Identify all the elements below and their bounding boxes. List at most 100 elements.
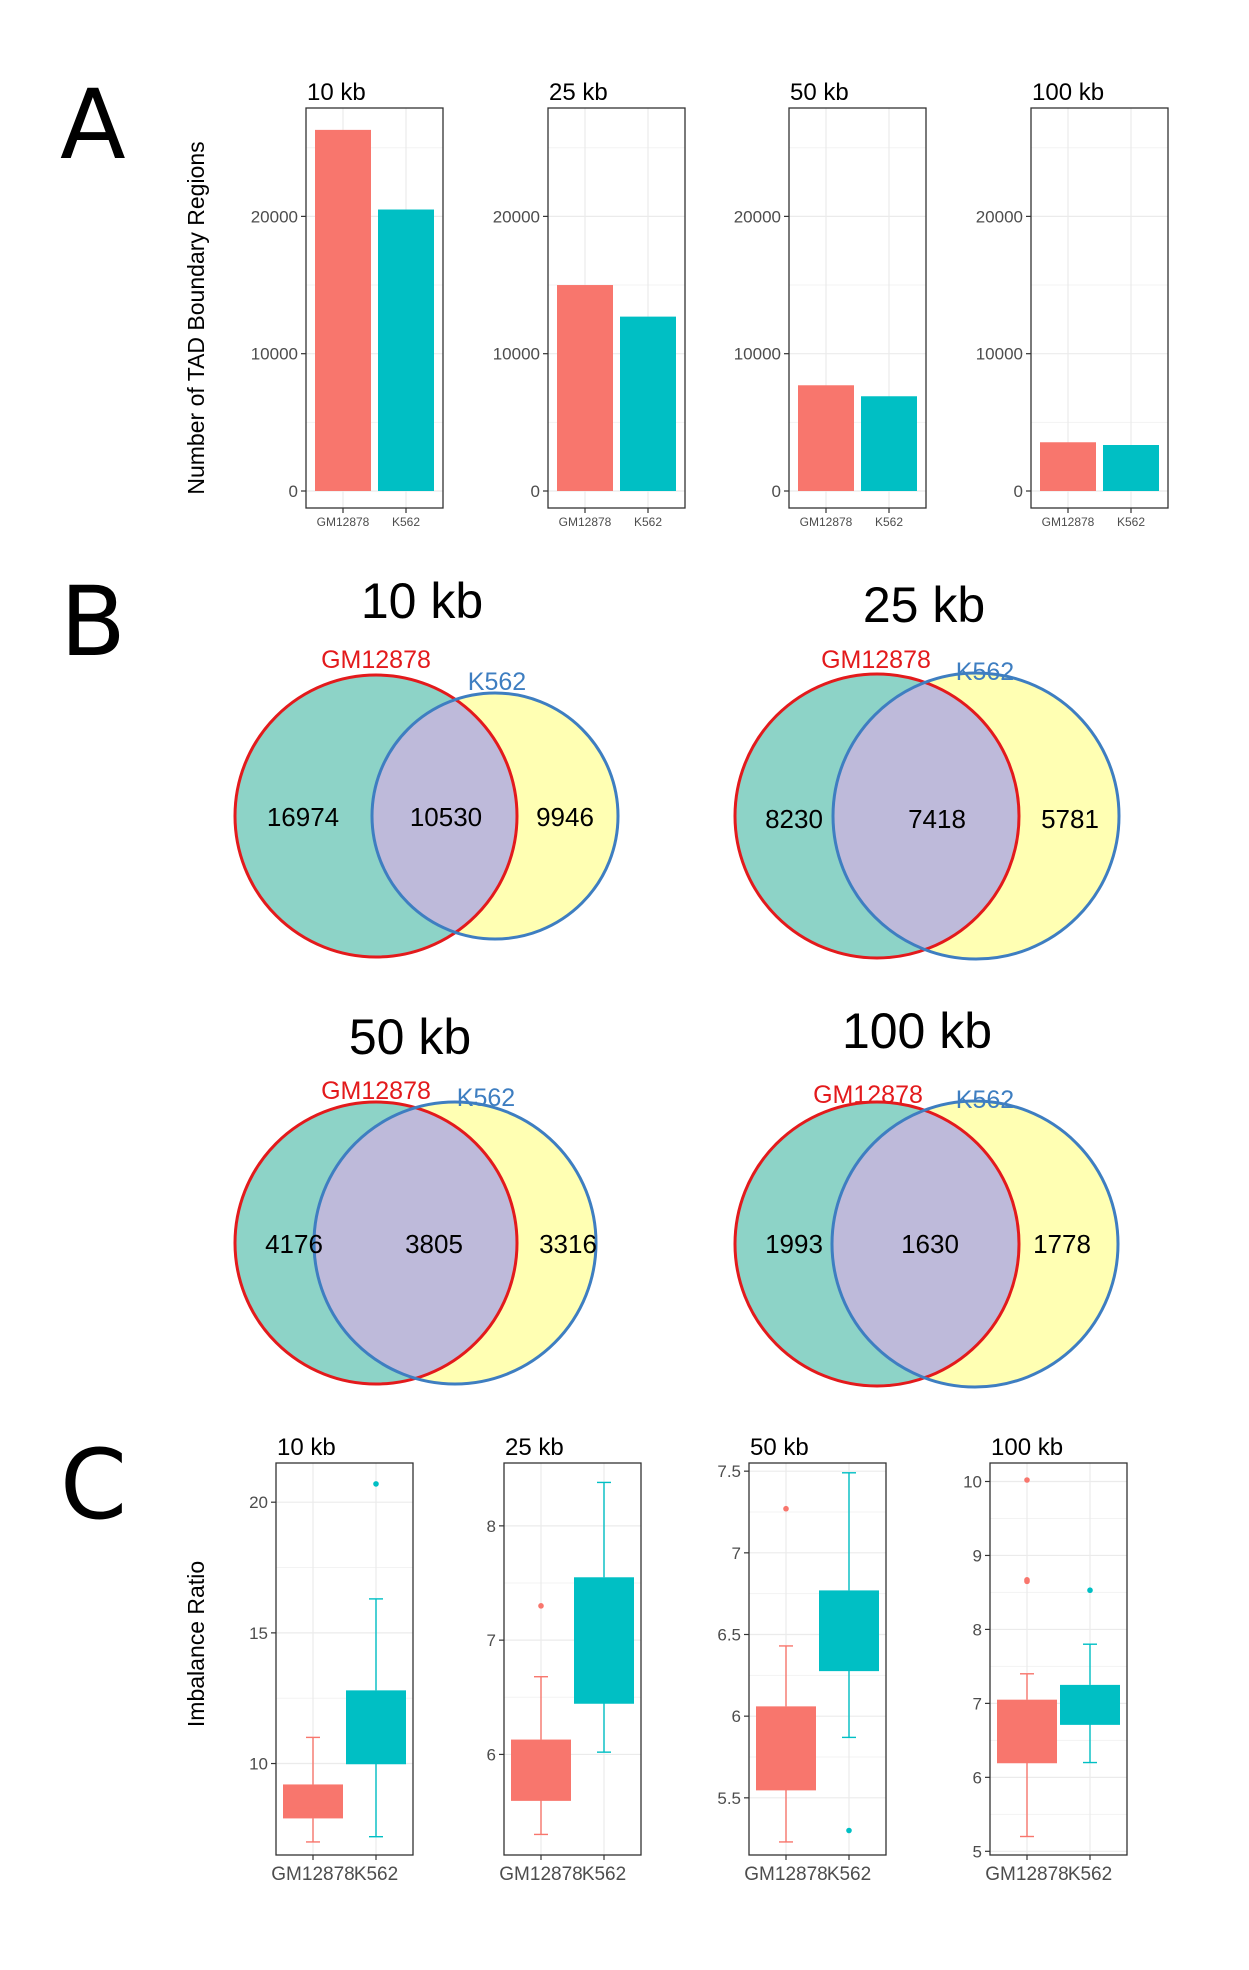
facet-title: 10 kb — [307, 79, 366, 106]
y-tick-label: 0 — [1014, 482, 1023, 501]
venn-title: 25 kb — [863, 577, 985, 633]
venn-label-k562: K562 — [956, 658, 1014, 686]
box-gm12878 — [511, 1739, 571, 1801]
y-tick-label: 20000 — [251, 207, 298, 226]
bar-facet-2: 0 10000 20000 GM12878 K562 50 kb — [734, 79, 927, 529]
venn-count-only-b: 1778 — [1033, 1229, 1091, 1259]
box-k562 — [819, 1590, 879, 1671]
panel-letter-b: B — [60, 566, 126, 678]
facet-title: 10 kb — [277, 1434, 336, 1461]
y-tick-label: 0 — [289, 482, 298, 501]
venn-border-gm12878 — [233, 673, 519, 959]
venn-count-only-a: 16974 — [267, 802, 339, 832]
venn-count-only-a: 4176 — [265, 1229, 323, 1259]
venn-count-only-a: 1993 — [765, 1229, 823, 1259]
box-gm12878 — [283, 1784, 343, 1819]
facet-title: 100 kb — [991, 1434, 1063, 1461]
y-tick-label: 15 — [249, 1624, 268, 1643]
box-facet-3: 5 6 7 8 9 10 GM12878 K562 100 kb — [963, 1434, 1128, 1885]
y-tick-label: 20000 — [734, 207, 781, 226]
x-tick-label: GM12878 — [559, 515, 612, 529]
venn-overlap-region — [833, 674, 1019, 958]
x-tick-label: K562 — [354, 1864, 398, 1885]
y-tick-label: 7.5 — [717, 1462, 741, 1481]
venn-count-only-b: 5781 — [1041, 804, 1099, 834]
panel-letter-c: C — [60, 1429, 127, 1541]
facet-title: 50 kb — [790, 79, 849, 106]
plot-border — [1030, 107, 1169, 509]
y-tick-label: 6.5 — [717, 1626, 741, 1645]
plot-border — [275, 1462, 414, 1856]
y-tick-label: 8 — [973, 1620, 982, 1639]
panel-c-y-axis-title: Imbalance Ratio — [183, 1561, 209, 1727]
plot-border — [989, 1462, 1128, 1856]
panel-b-venn-diagrams: 10 kb GM12878 K562 16974 10530 9946 25 kb GM128… — [233, 573, 1121, 1389]
venn-border-gm12878 — [733, 1100, 1021, 1388]
venn-label-k562: K562 — [956, 1086, 1014, 1114]
venn-border-k562 — [831, 671, 1121, 961]
bar-facet-0: 0 10000 20000 GM12878 K562 10 kb — [251, 79, 444, 529]
bar-facet-1: 0 10000 20000 GM12878 K562 25 kb — [493, 79, 686, 529]
box-gm12878 — [997, 1699, 1057, 1763]
x-tick-label: K562 — [634, 515, 662, 529]
bar-k562 — [1103, 445, 1159, 491]
venn-border-k562 — [312, 1100, 598, 1386]
bar-gm12878 — [1040, 442, 1096, 491]
box-k562 — [346, 1690, 406, 1764]
y-tick-label: 0 — [772, 482, 781, 501]
box-k562 — [574, 1577, 634, 1703]
y-tick-label: 5.5 — [717, 1789, 741, 1808]
y-tick-label: 7 — [973, 1694, 982, 1713]
outlier-gm12878 — [1024, 1577, 1030, 1583]
x-tick-label: GM12878 — [985, 1864, 1068, 1885]
y-tick-label: 10000 — [976, 345, 1023, 364]
x-tick-label: K562 — [392, 515, 420, 529]
x-tick-label: GM12878 — [1042, 515, 1095, 529]
x-tick-label: K562 — [1068, 1864, 1112, 1885]
outlier-gm12878 — [1024, 1477, 1030, 1483]
bar-k562 — [861, 396, 917, 491]
y-tick-label: 7 — [732, 1544, 741, 1563]
y-tick-label: 5 — [973, 1842, 982, 1861]
panel-letter-a: A — [60, 69, 126, 181]
box-k562 — [1060, 1684, 1120, 1725]
y-tick-label: 10000 — [493, 345, 540, 364]
venn-diagram-3: 100 kb GM12878 K562 1993 1630 1778 — [733, 1003, 1120, 1389]
bar-k562 — [620, 316, 676, 491]
venn-diagram-2: 50 kb GM12878 K562 4176 3805 3316 — [233, 1009, 598, 1386]
y-tick-label: 20000 — [493, 207, 540, 226]
venn-label-gm12878: GM12878 — [321, 1077, 431, 1105]
y-tick-label: 6 — [487, 1745, 496, 1764]
y-tick-label: 20 — [249, 1493, 268, 1512]
facet-title: 50 kb — [750, 1434, 809, 1461]
box-facet-2: 5.5 6 6.5 7 7.5 GM12878 K562 50 kb — [717, 1434, 887, 1885]
plot-border — [305, 107, 444, 509]
venn-count-only-b: 3316 — [539, 1229, 597, 1259]
plot-border — [547, 107, 686, 509]
y-tick-label: 10000 — [734, 345, 781, 364]
x-tick-label: GM12878 — [800, 515, 853, 529]
venn-border-gm12878 — [733, 672, 1021, 960]
x-tick-label: GM12878 — [499, 1864, 582, 1885]
y-tick-label: 10 — [249, 1755, 268, 1774]
x-tick-label: GM12878 — [744, 1864, 827, 1885]
plot-border — [788, 107, 927, 509]
facet-title: 25 kb — [549, 79, 608, 106]
venn-label-gm12878: GM12878 — [813, 1081, 923, 1109]
bar-facet-3: 0 10000 20000 GM12878 K562 100 kb — [976, 79, 1169, 529]
venn-border-gm12878 — [233, 1100, 519, 1386]
x-tick-label: K562 — [827, 1864, 871, 1885]
venn-count-only-a: 8230 — [765, 804, 823, 834]
bar-k562 — [378, 209, 434, 491]
bar-gm12878 — [315, 129, 371, 491]
venn-overlap-region — [372, 693, 517, 939]
bar-gm12878 — [557, 285, 613, 491]
panel-a-bar-charts: 0 10000 20000 GM12878 K562 10 kb 0 10000 20000 GM… — [251, 79, 1169, 529]
venn-count-both: 10530 — [410, 802, 482, 832]
y-tick-label: 20000 — [976, 207, 1023, 226]
box-facet-1: 6 7 8 GM12878 K562 25 kb — [487, 1434, 642, 1885]
plot-border — [503, 1462, 642, 1856]
venn-border-k562 — [370, 691, 620, 941]
x-tick-label: GM12878 — [271, 1864, 354, 1885]
